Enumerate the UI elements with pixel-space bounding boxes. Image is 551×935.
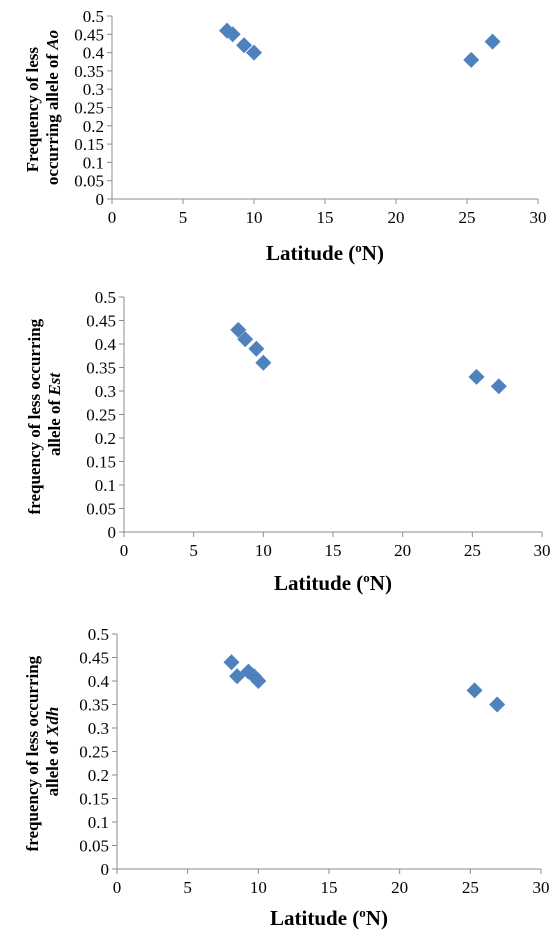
est-data-point (237, 331, 254, 348)
est-x-tick-label: 10 (255, 541, 272, 560)
ao-x-tick-label: 10 (246, 208, 263, 227)
est-data-point (255, 354, 272, 371)
est-y-tick-label: 0.2 (95, 429, 116, 448)
xdh-x-tick-label: 15 (321, 878, 338, 897)
xdh-data-point (250, 673, 267, 689)
xdh-data-point (229, 668, 246, 685)
ao-axes (111, 16, 538, 200)
est-y-tick-label: 0.15 (86, 453, 116, 472)
est-axes (123, 297, 542, 533)
xdh-y-tick-label: 0.25 (79, 743, 109, 762)
xdh-y-tick-label: 0.15 (79, 790, 109, 809)
est-data-point (468, 368, 485, 385)
ao-x-tick-label: 0 (108, 208, 117, 227)
xdh-x-tick-label: 0 (113, 878, 122, 897)
xdh-x-tick-label: 30 (533, 878, 550, 897)
ao-y-tick-label: 0.45 (74, 25, 104, 44)
est-data-point (230, 321, 247, 338)
xdh-x-tick-label: 5 (183, 878, 192, 897)
xdh-x-tick-label: 10 (250, 878, 267, 897)
xdh-axes (116, 634, 541, 870)
xdh-y-tick-label: 0.05 (79, 837, 109, 856)
ao-y-tick-label: 0.3 (83, 80, 104, 99)
xdh-y-tick-label: 0.3 (88, 719, 109, 738)
est-y-tick-label: 0.5 (95, 288, 116, 307)
ao-x-tick-label: 15 (317, 208, 334, 227)
est-x-tick-label: 15 (325, 541, 342, 560)
est-y-tick-label: 0.4 (95, 335, 117, 354)
xdh-y-tick-label: 0.1 (88, 813, 109, 832)
xdh-data-point (223, 654, 240, 671)
ao-x-tick-label: 25 (459, 208, 476, 227)
est-y-tick-label: 0.35 (86, 359, 116, 378)
xdh-y-tick-label: 0.4 (88, 672, 110, 691)
est-x-tick-label: 30 (534, 541, 551, 560)
ao-y-tick-label: 0 (96, 190, 105, 209)
ao-data-point (463, 51, 480, 68)
xdh-y-tick-label: 0.45 (79, 649, 109, 668)
chart-est: 0 0.05 0.1 0.15 0.2 0.25 0.3 0.35 0.4 0.45 0.5 0 5 1… (25, 288, 551, 595)
xdh-points (223, 654, 506, 713)
ao-data-point (484, 33, 501, 50)
xdh-y-tick-label: 0 (101, 860, 110, 879)
ao-y-tick-label: 0.25 (74, 99, 104, 118)
chart-ao: 00.050.10.150.20.250.30.350.40.450.5 0 5 1… (23, 7, 547, 265)
ao-x-tick-label: 20 (388, 208, 405, 227)
xdh-data-point (489, 696, 506, 713)
ao-x-tick-label: 30 (530, 208, 547, 227)
est-x-axis-label: Latitude (oN) (274, 570, 392, 595)
ao-data-point (224, 26, 241, 43)
est-data-point (248, 340, 265, 357)
est-y-ticks: 0 0.05 0.1 0.15 0.2 0.25 0.3 0.35 0.4 0.45 0.5 (86, 288, 124, 542)
xdh-y-tick-label: 0.5 (88, 625, 109, 644)
ao-x-axis-label: Latitude (oN) (266, 240, 384, 265)
est-x-tick-label: 5 (189, 541, 198, 560)
ao-y-tick-label: 0.5 (83, 7, 104, 26)
xdh-x-tick-label: 25 (462, 878, 479, 897)
ao-data-point (236, 37, 253, 54)
est-y-axis-label: frequency of less occurring allele of Es… (25, 315, 64, 515)
ao-y-axis-label: Frequency of less occurring allele of Ao (23, 30, 62, 185)
ao-y-tick-label: 0.05 (74, 172, 104, 191)
est-x-tick-label: 20 (394, 541, 411, 560)
est-y-tick-label: 0 (108, 523, 117, 542)
chart-xdh: 0 0.05 0.1 0.15 0.2 0.25 0.3 0.35 0.4 0.45 0.5 0 5 1… (23, 625, 550, 930)
xdh-y-ticks: 0 0.05 0.1 0.15 0.2 0.25 0.3 0.35 0.4 0.45 0.5 (79, 625, 117, 879)
est-x-tick-label: 0 (120, 541, 129, 560)
est-y-tick-label: 0.3 (95, 382, 116, 401)
est-y-tick-label: 0.1 (95, 476, 116, 495)
xdh-x-tick-label: 20 (391, 878, 408, 897)
ao-y-tick-label: 0.4 (83, 44, 105, 63)
est-y-tick-label: 0.45 (86, 312, 116, 331)
xdh-y-tick-label: 0.2 (88, 766, 109, 785)
ao-data-point (246, 44, 262, 61)
est-points (230, 321, 507, 395)
xdh-data-point (466, 682, 483, 699)
ao-y-tick-label: 0.2 (83, 117, 104, 136)
xdh-x-ticks: 0 5 10 15 20 25 30 (113, 869, 550, 897)
ao-y-tick-label: 0.1 (83, 153, 104, 172)
ao-y-ticks: 00.050.10.150.20.250.30.350.40.450.5 (74, 7, 112, 209)
xdh-y-axis-label: frequency of less occurring allele of Xd… (23, 652, 62, 852)
est-y-tick-label: 0.05 (86, 500, 116, 519)
xdh-x-axis-label: Latitude (oN) (270, 905, 388, 930)
est-x-ticks: 0 5 10 15 20 25 30 (120, 532, 551, 560)
xdh-y-tick-label: 0.35 (79, 696, 109, 715)
est-x-tick-label: 25 (464, 541, 481, 560)
ao-x-ticks: 0 5 10 15 20 25 30 (108, 199, 547, 227)
ao-points (219, 22, 501, 68)
est-data-point (490, 378, 507, 395)
est-y-tick-label: 0.25 (86, 406, 116, 425)
ao-x-tick-label: 5 (179, 208, 188, 227)
ao-y-tick-label: 0.15 (74, 135, 104, 154)
ao-y-tick-label: 0.35 (74, 62, 104, 81)
